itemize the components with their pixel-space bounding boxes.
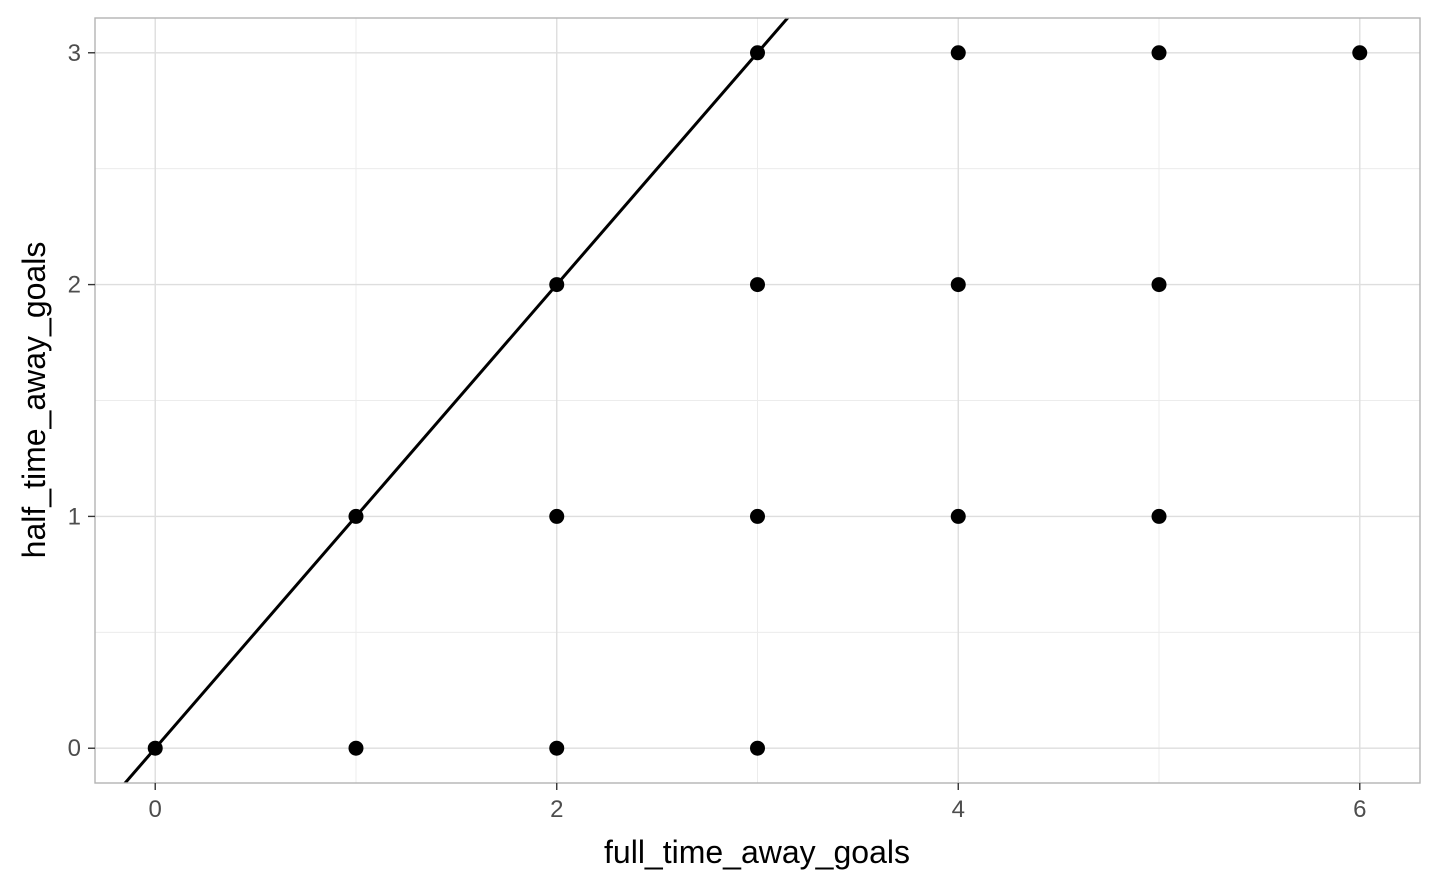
y-tick-label: 3 xyxy=(68,40,81,67)
x-tick-label: 6 xyxy=(1353,796,1366,823)
data-point xyxy=(147,740,163,756)
data-point xyxy=(750,45,765,61)
data-points xyxy=(147,45,1368,756)
data-point xyxy=(348,740,364,756)
data-point xyxy=(1352,45,1368,61)
data-point xyxy=(549,508,565,524)
y-tick-label: 0 xyxy=(68,735,81,762)
x-tick-label: 2 xyxy=(550,796,563,823)
y-axis-ticks: 0 1 2 3 xyxy=(68,40,95,762)
y-tick-label: 2 xyxy=(68,272,81,299)
data-point xyxy=(750,277,765,293)
data-point xyxy=(950,45,966,61)
data-point xyxy=(1151,508,1167,524)
minor-gridlines xyxy=(95,18,1420,783)
data-point xyxy=(549,277,565,293)
data-point xyxy=(950,277,966,293)
y-tick-label: 1 xyxy=(68,503,81,530)
y-axis-title: half_time_away_goals xyxy=(16,242,52,559)
x-tick-label: 4 xyxy=(952,796,965,823)
data-point xyxy=(1151,45,1167,61)
data-point xyxy=(750,740,765,756)
data-point xyxy=(1151,277,1167,293)
panel-border xyxy=(94,17,1421,784)
data-point xyxy=(950,508,966,524)
data-point xyxy=(549,740,565,756)
x-axis-ticks: 0 2 4 6 xyxy=(149,783,1366,823)
x-tick-label: 0 xyxy=(149,796,162,823)
data-point xyxy=(348,508,364,524)
x-axis-title: full_time_away_goals xyxy=(604,834,910,870)
data-point xyxy=(750,508,765,524)
